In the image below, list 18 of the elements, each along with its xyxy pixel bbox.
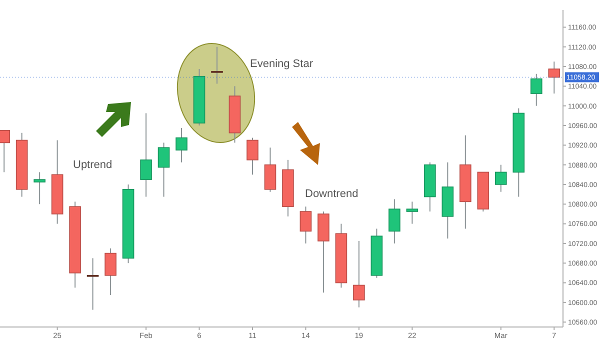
candlestick <box>86 258 99 310</box>
candlestick <box>140 112 152 198</box>
candlestick <box>246 137 258 176</box>
candlestick <box>494 164 507 192</box>
candlestick <box>353 240 365 308</box>
candlestick <box>104 248 116 296</box>
candlestick <box>34 172 46 205</box>
annotation: Downtrend <box>305 188 358 200</box>
candlestick <box>211 46 223 84</box>
candlestick <box>548 61 560 94</box>
candlestick <box>530 73 542 106</box>
candlestick <box>406 201 418 224</box>
candlestick <box>388 198 400 244</box>
candlestick <box>300 206 312 244</box>
annotation: Evening Star <box>250 58 314 70</box>
candlestick <box>176 127 188 163</box>
annotation: Uptrend <box>73 159 112 171</box>
candlestick <box>158 142 170 198</box>
